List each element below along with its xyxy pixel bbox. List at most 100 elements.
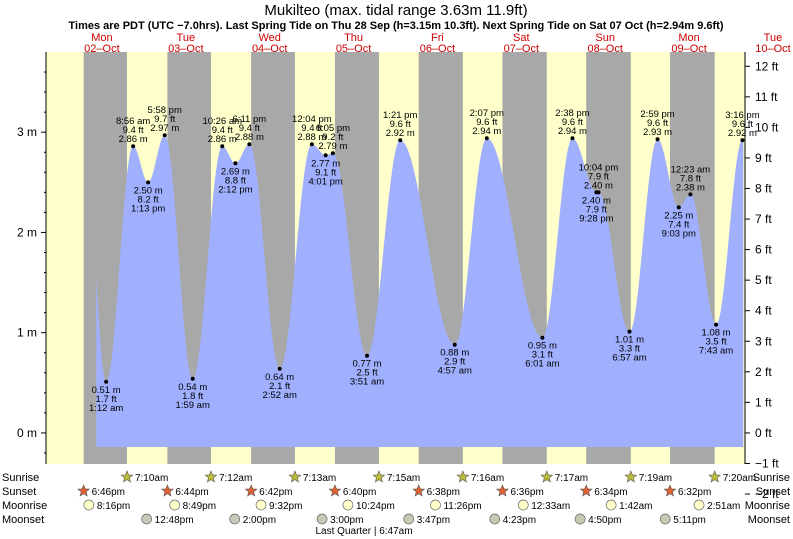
tide-label: 9.4 ft <box>212 125 233 136</box>
moonrise-moon-icon <box>255 499 267 511</box>
day-label-dow: Mon <box>91 32 112 44</box>
tide-label: 9.4 ft <box>123 125 144 136</box>
moonset-row-label-right: Moonset <box>748 514 790 526</box>
moonset-time: 12:48pm <box>155 515 194 526</box>
day-label-date: 10–Oct <box>755 43 790 55</box>
tide-label: 4:01 pm <box>309 176 343 187</box>
tide-point <box>233 161 238 166</box>
tide-label: 2.86 m <box>208 134 237 145</box>
tide-label: 2.88 m <box>235 132 264 143</box>
sunrise-time: 7:13am <box>303 473 336 484</box>
sunset-time: 6:36pm <box>510 487 543 498</box>
tide-label: 2:12 pm <box>218 184 252 195</box>
tide-label: 1.08 m <box>702 328 731 339</box>
sunrise-time: 7:17am <box>555 473 588 484</box>
tide-label: 0.95 m <box>528 341 557 352</box>
sunset-star-icon <box>328 484 342 497</box>
moonrise-time: 12:33am <box>531 501 570 512</box>
tide-label: 2.97 m <box>150 123 179 134</box>
tide-label: 6:57 am <box>612 353 646 364</box>
right-tick-label: 12 ft <box>755 59 779 73</box>
tide-point <box>740 138 745 143</box>
chart-subtitle: Times are PDT (UTC −7.0hrs). Last Spring… <box>69 20 724 32</box>
tide-point <box>452 342 457 347</box>
sunrise-star-icon <box>540 470 554 483</box>
tide-label: 2.93 m <box>643 127 672 138</box>
tide-label: 9.6 ft <box>390 119 411 130</box>
tide-label: 2:07 pm <box>470 108 504 119</box>
moonrise-moon-icon <box>605 499 617 511</box>
moonrise-time: 9:32pm <box>269 501 302 512</box>
right-tick-label: 0 ft <box>755 426 772 440</box>
tide-point <box>146 180 151 185</box>
moonrise-moon-icon <box>83 499 95 511</box>
tide-point <box>596 190 601 195</box>
tide-label: 2:59 pm <box>640 109 674 120</box>
sunrise-time: 7:10am <box>135 473 168 484</box>
sunset-time: 6:44pm <box>175 487 208 498</box>
tide-point <box>104 379 109 384</box>
day-label-dow: Fri <box>431 32 444 44</box>
tide-label: 9.1 ft <box>315 167 336 178</box>
sunrise-star-icon <box>624 470 638 483</box>
tide-label: 2.88 m <box>297 132 326 143</box>
sunset-star-icon <box>160 484 174 497</box>
tide-point <box>131 144 136 149</box>
tide-label: 2.92 m <box>728 128 757 139</box>
day-labels: Mon02–OctTue03–OctWed04–OctThu05–OctFri0… <box>84 32 791 55</box>
moonset-time: 3:00pm <box>330 515 363 526</box>
tide-annotations: 0.51 m1.7 ft1:12 am8:56 am9.4 ft2.86 m2.… <box>89 105 760 414</box>
moonset-moon-icon <box>403 513 415 525</box>
moonset-moon-icon <box>489 513 501 525</box>
right-tick-label: 6 ft <box>755 243 772 257</box>
tide-label: 12:04 pm <box>292 114 332 125</box>
sunrise-star-icon <box>456 470 470 483</box>
moonset-time: 4:50pm <box>588 515 621 526</box>
left-tick-label: 3 m <box>17 125 37 139</box>
tide-label: 2.77 m <box>311 158 340 169</box>
tide-label: 2.25 m <box>664 210 693 221</box>
sunset-star-icon <box>663 484 677 497</box>
sunset-star-icon <box>244 484 258 497</box>
tide-label: 6:01 am <box>525 359 559 370</box>
sunset-row-label-right: Sunset <box>756 486 790 498</box>
tide-point <box>162 133 167 138</box>
tide-label: 2.40 m <box>584 180 613 191</box>
tide-label: 2.1 ft <box>269 381 290 392</box>
sunrise-time: 7:16am <box>471 473 504 484</box>
sun-moon-rows: Sunrise Sunrise 7:10am 7:12am 7:13am 7:15am 7:… <box>2 470 790 537</box>
tide-label: 2.38 m <box>676 182 705 193</box>
day-label-dow: Tue <box>177 32 196 44</box>
right-tick-label: −1 ft <box>755 456 779 470</box>
tide-label: 2.5 ft <box>356 368 377 379</box>
right-tick-label: 9 ft <box>755 151 772 165</box>
right-tick-label: 3 ft <box>755 334 772 348</box>
tide-point <box>570 136 575 141</box>
sunrise-time: 7:15am <box>387 473 420 484</box>
moonrise-row-label-right: Moonrise <box>745 500 790 512</box>
tide-label: 7.9 ft <box>586 204 607 215</box>
tide-label: 2.9 ft <box>444 357 465 368</box>
tide-label: 1:12 am <box>89 403 123 414</box>
moonset-moon-icon <box>141 513 153 525</box>
tide-point <box>627 329 632 334</box>
tide-label: 2.94 m <box>472 126 501 137</box>
tide-point <box>277 366 282 371</box>
tide-label: 0.51 m <box>92 385 121 396</box>
tide-label: 1.8 ft <box>182 391 203 402</box>
tide-label: 9.4 ft <box>239 123 260 134</box>
tide-label: 2.69 m <box>221 166 250 177</box>
moonset-time: 2:00pm <box>243 515 276 526</box>
tide-label: 1:59 am <box>176 400 210 411</box>
moonrise-time: 1:42am <box>619 501 652 512</box>
day-label-dow: Thu <box>344 32 363 44</box>
tide-label: 2.94 m <box>558 126 587 137</box>
tide-label: 0.64 m <box>265 372 294 383</box>
right-tick-label: 11 ft <box>755 90 778 104</box>
tide-label: 7.4 ft <box>668 219 689 230</box>
tide-label: 9.6 ft <box>476 117 497 128</box>
moonset-moon-icon <box>229 513 241 525</box>
sunrise-row-label-right: Sunrise <box>753 472 790 484</box>
axes: 0 m 1 m 2 m 3 m −2 ft −1 ft 0 ft 1 ft 2 ft 3 ft 4 … <box>17 52 779 501</box>
